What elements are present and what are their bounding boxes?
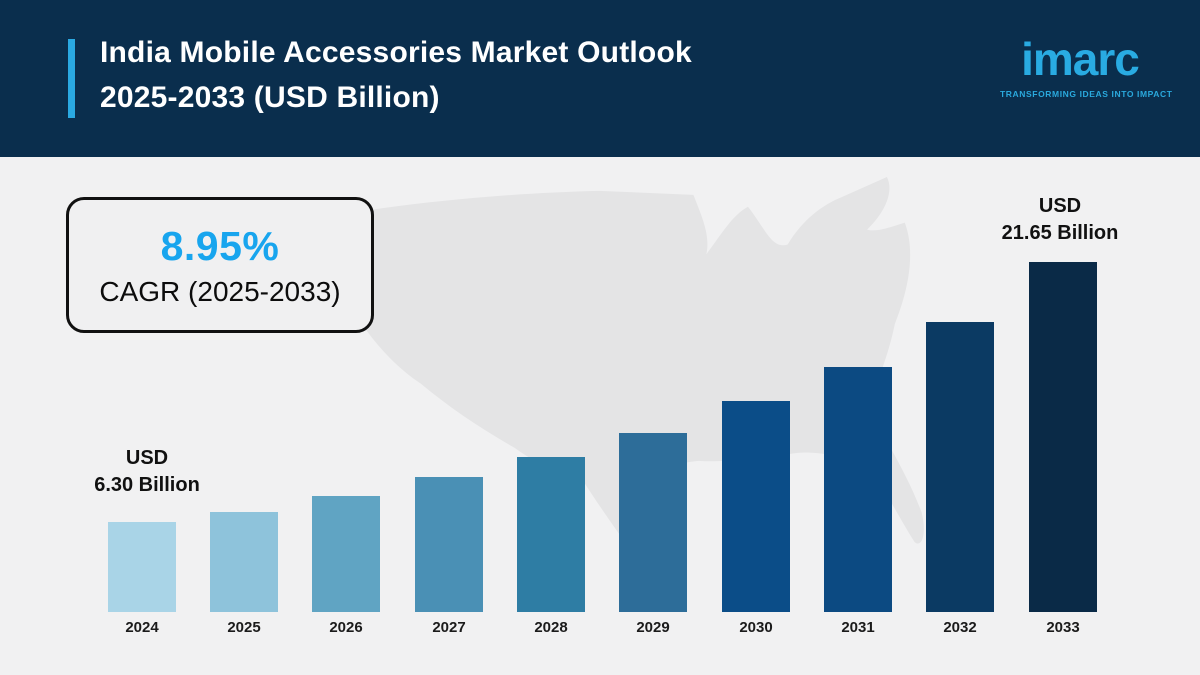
bar-2026 <box>312 496 380 612</box>
axis-label-2024: 2024 <box>125 619 159 636</box>
bar-2028 <box>517 457 585 612</box>
title-accent-bar <box>68 39 75 118</box>
axis-label-2026: 2026 <box>329 619 363 636</box>
usa-map-silhouette <box>311 176 924 551</box>
axis-label-2032: 2032 <box>943 619 977 636</box>
bar-2032 <box>926 322 994 612</box>
value-label-2024-currency: USD <box>125 447 169 469</box>
axis-label-2029: 2029 <box>636 619 670 636</box>
axis-label-2033: 2033 <box>1046 619 1080 636</box>
axis-label-2030: 2030 <box>739 619 773 636</box>
imarc-logo-text: imarc <box>1021 33 1140 85</box>
bar-2029 <box>619 433 687 612</box>
bar-2033 <box>1029 262 1097 612</box>
imarc-logo: imarc TRANSFORMING IDEAS INTO IMPACT <box>1000 30 1173 99</box>
header: India Mobile Accessories Market Outlook 2… <box>0 0 1200 157</box>
bar-2027 <box>415 477 483 612</box>
axis-label-2031: 2031 <box>841 619 875 636</box>
axis-label-2028: 2028 <box>534 619 568 636</box>
page-title: India Mobile Accessories Market Outlook 2… <box>100 30 692 120</box>
bar-2030 <box>722 401 790 612</box>
imarc-logo-tagline: TRANSFORMING IDEAS INTO IMPACT <box>1000 89 1173 99</box>
title-line-1: India Mobile Accessories Market Outlook <box>100 36 692 69</box>
bar-chart: 2024 2025 2026 2027 2028 2029 2030 2031 2032 2033 <box>0 157 1200 675</box>
cagr-label: CAGR (2025-2033) <box>99 275 341 307</box>
value-label-2033-amount: 21.65 Billion <box>1001 222 1119 244</box>
axis-label-2027: 2027 <box>432 619 466 636</box>
value-label-2024-amount: 6.30 Billion <box>94 474 200 496</box>
value-label-2033-currency: USD <box>1038 195 1082 217</box>
bar-2031 <box>824 367 892 612</box>
value-label-2033: USD 21.65 Billion <box>975 193 1145 247</box>
chart-canvas: 8.95% CAGR (2025-2033) 2024 2025 2026 2027 2… <box>0 157 1200 675</box>
axis-label-2025: 2025 <box>227 619 261 636</box>
cagr-box: 8.95% CAGR (2025-2033) <box>66 197 374 333</box>
bar-2025 <box>210 512 278 612</box>
cagr-value: 8.95% <box>160 222 280 269</box>
bar-2024 <box>108 522 176 612</box>
title-line-2: 2025-2033 (USD Billion) <box>100 81 440 114</box>
value-label-2024: USD 6.30 Billion <box>62 445 232 499</box>
